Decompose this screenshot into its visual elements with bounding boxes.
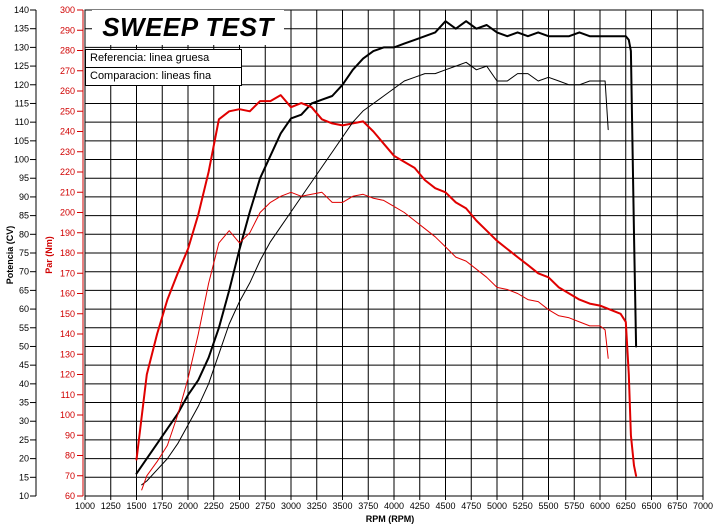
- torque-tick-label: 260: [60, 86, 75, 96]
- torque-tick-label: 200: [60, 208, 75, 218]
- x-tick-label: 1250: [101, 501, 121, 511]
- power-tick-label: 125: [14, 61, 29, 71]
- x-tick-label: 1000: [75, 501, 95, 511]
- series-line-power-thick: [135, 20, 638, 475]
- power-tick-label: 115: [15, 98, 29, 108]
- torque-tick-label: 80: [65, 451, 75, 461]
- torque-tick-label: 210: [60, 187, 75, 197]
- series-line-torque-thick: [135, 94, 638, 477]
- torque-tick-label: 190: [60, 228, 75, 238]
- x-tick-label: 2750: [255, 501, 275, 511]
- x-tick-label: 6000: [590, 501, 610, 511]
- x-tick-label: 4500: [435, 501, 455, 511]
- torque-tick-label: 290: [60, 25, 75, 35]
- torque-tick-label: 60: [65, 491, 75, 501]
- power-tick-label: 50: [19, 341, 29, 351]
- axes: 1000 1250 1500 1750 2000 2250 2500 2750 3000 3250…: [14, 5, 713, 511]
- torque-tick-label: 300: [60, 5, 75, 15]
- x-tick-label: 2000: [178, 501, 198, 511]
- x-tick-label: 1750: [152, 501, 172, 511]
- torque-tick-label: 280: [60, 46, 75, 56]
- power-tick-label: 85: [19, 211, 29, 221]
- x-tick-label: 2500: [229, 501, 249, 511]
- x-axis-label: RPM (RPM): [366, 514, 415, 524]
- x-tick-label: 6250: [616, 501, 636, 511]
- power-tick-label: 20: [19, 454, 29, 464]
- torque-tick-label: 100: [60, 410, 75, 420]
- power-tick-label: 65: [19, 285, 29, 295]
- x-tick-label: 2250: [204, 501, 224, 511]
- x-tick-label: 4750: [461, 501, 481, 511]
- x-tick-label: 5500: [538, 501, 558, 511]
- torque-tick-label: 120: [60, 370, 75, 380]
- torque-tick-label: 180: [60, 248, 75, 258]
- x-tick-label: 6500: [641, 501, 661, 511]
- torque-tick-label: 270: [60, 66, 75, 76]
- power-tick-label: 80: [19, 229, 29, 239]
- x-tick-label: 3500: [332, 501, 352, 511]
- power-tick-label: 30: [19, 416, 29, 426]
- torque-tick-label: 170: [60, 268, 75, 278]
- x-tick-label: 5000: [487, 501, 507, 511]
- power-tick-label: 75: [19, 248, 29, 258]
- torque-tick-label: 240: [60, 127, 75, 137]
- power-tick-label: 105: [14, 136, 29, 146]
- power-tick-label: 95: [19, 173, 29, 183]
- torque-tick-label: 130: [60, 349, 75, 359]
- power-tick-label: 25: [19, 435, 29, 445]
- power-tick-label: 45: [19, 360, 29, 370]
- grid: [84, 9, 704, 497]
- series-layer: [135, 20, 638, 491]
- x-tick-label: 7000: [693, 501, 713, 511]
- power-tick-label: 55: [19, 323, 29, 333]
- y-axis-torque-label: Par (Nm): [44, 236, 54, 274]
- torque-tick-label: 90: [65, 430, 75, 440]
- legend-reference: Referencia: linea gruesa: [85, 49, 242, 68]
- x-tick-label: 3000: [281, 501, 301, 511]
- torque-tick-label: 140: [60, 329, 75, 339]
- power-tick-label: 120: [14, 80, 29, 90]
- power-tick-label: 35: [19, 398, 29, 408]
- power-tick-label: 60: [19, 304, 29, 314]
- torque-tick-label: 110: [61, 390, 75, 400]
- torque-tick-label: 230: [60, 147, 75, 157]
- power-tick-label: 100: [14, 155, 29, 165]
- torque-tick-label: 160: [60, 289, 75, 299]
- series-line-torque-thin: [141, 191, 609, 491]
- power-tick-label: 70: [19, 267, 29, 277]
- x-tick-label: 3250: [307, 501, 327, 511]
- power-tick-label: 130: [14, 42, 29, 52]
- x-tick-label: 4250: [410, 501, 430, 511]
- chart-title: SWEEP TEST: [92, 10, 284, 45]
- x-tick-label: 3750: [358, 501, 378, 511]
- torque-tick-label: 250: [60, 106, 75, 116]
- power-tick-label: 110: [15, 117, 29, 127]
- power-tick-label: 15: [19, 472, 29, 482]
- series-line-power-thin: [141, 61, 609, 486]
- torque-tick-label: 70: [65, 471, 75, 481]
- x-tick-label: 6750: [667, 501, 687, 511]
- legend-comparison: Comparacion: lineas fina: [85, 67, 242, 86]
- x-tick-label: 1500: [126, 501, 146, 511]
- x-tick-label: 4000: [384, 501, 404, 511]
- torque-tick-label: 150: [60, 309, 75, 319]
- power-tick-label: 40: [19, 379, 29, 389]
- torque-tick-label: 220: [60, 167, 75, 177]
- x-tick-label: 5250: [513, 501, 533, 511]
- power-tick-label: 10: [19, 491, 29, 501]
- y-axis-power-label: Potencia (CV): [5, 226, 15, 285]
- power-tick-label: 90: [19, 192, 29, 202]
- x-tick-label: 5750: [564, 501, 584, 511]
- power-tick-label: 140: [14, 5, 29, 15]
- power-tick-label: 135: [14, 24, 29, 34]
